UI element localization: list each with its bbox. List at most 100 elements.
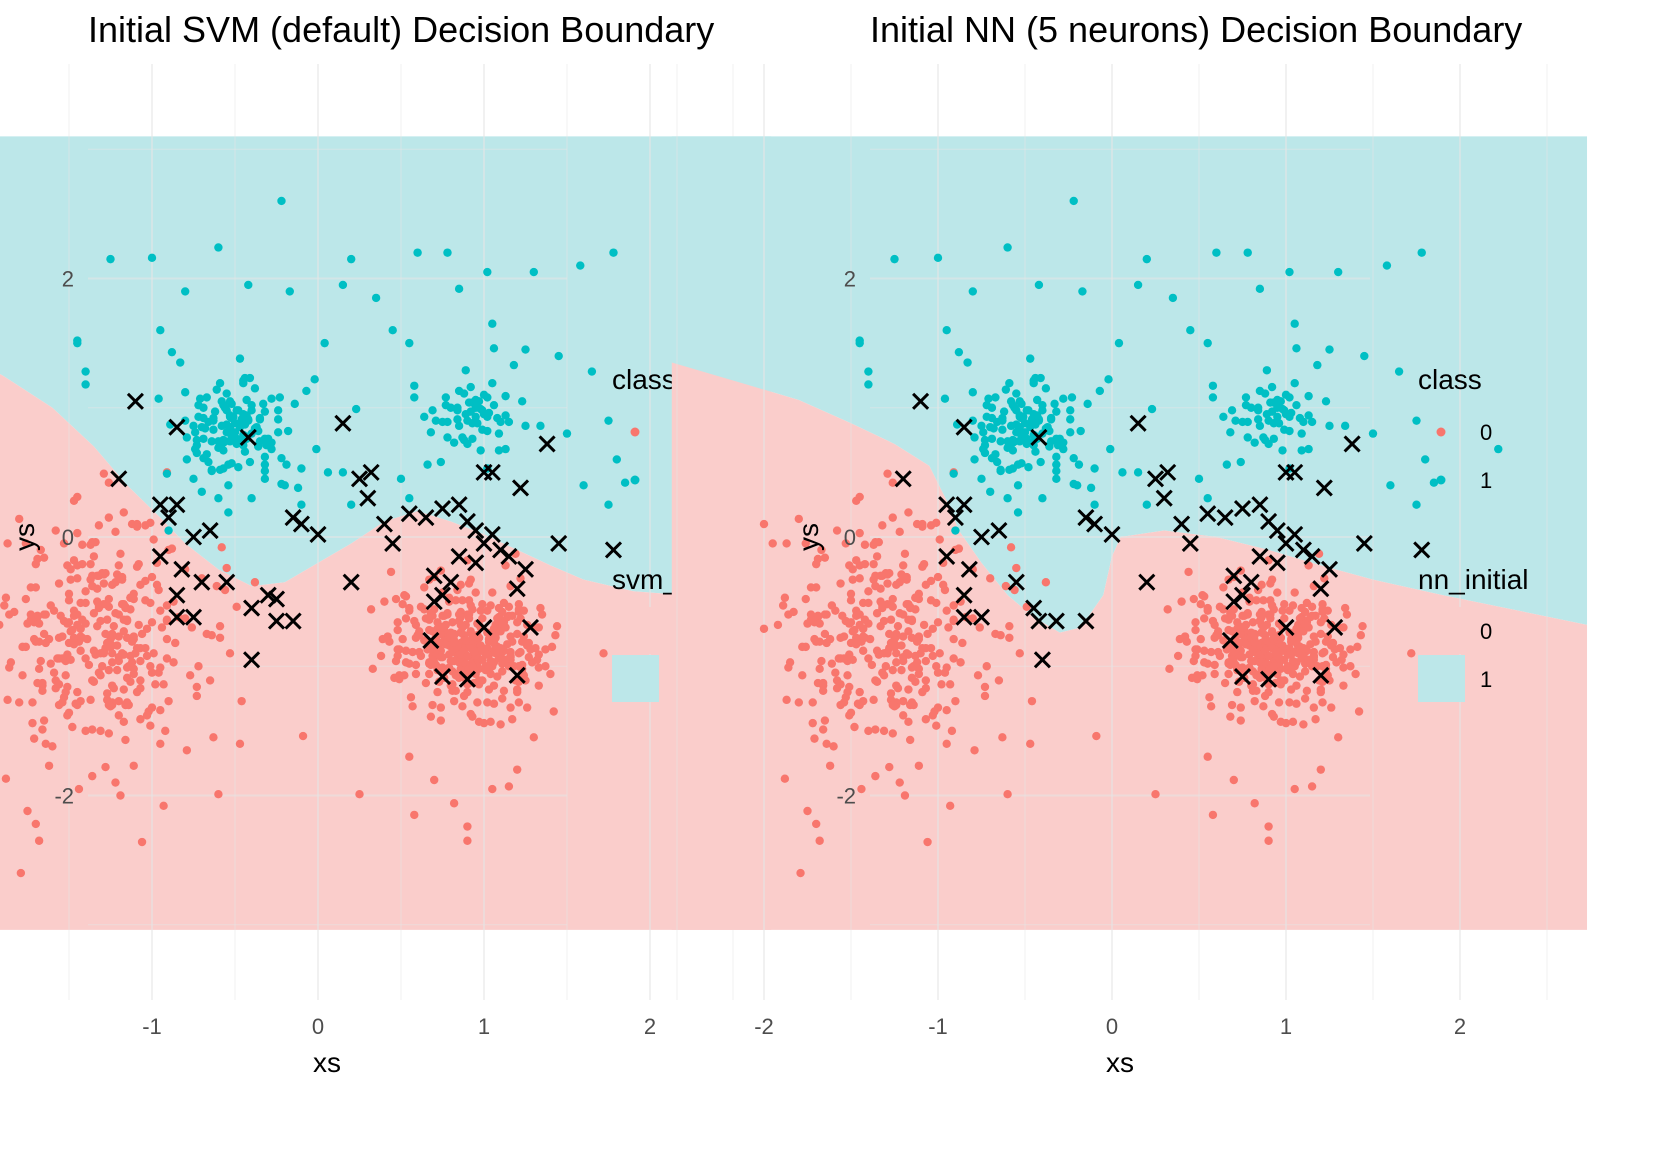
point-class-0 <box>846 596 856 605</box>
point-class-0 <box>975 623 984 632</box>
point-class-0 <box>54 579 64 588</box>
point-class-0 <box>93 571 102 580</box>
misclassified-cross <box>433 586 452 604</box>
misclassified-cross <box>467 554 485 572</box>
point-class-1 <box>554 351 563 361</box>
misclassified-cross <box>960 560 978 578</box>
point-class-0 <box>994 676 1004 685</box>
point-class-0 <box>1250 799 1259 808</box>
point-class-0 <box>157 623 167 632</box>
point-class-0 <box>391 656 401 666</box>
misclassified-cross <box>1268 521 1286 540</box>
point-class-0 <box>1196 634 1205 644</box>
point-class-1 <box>951 526 960 535</box>
point-class-0 <box>1092 731 1101 741</box>
point-class-1 <box>986 487 995 496</box>
x-tick-label: 1 <box>1280 1014 1292 1039</box>
point-class-0 <box>96 726 105 736</box>
point-class-0 <box>428 700 437 710</box>
point-class-0 <box>932 518 941 527</box>
point-class-1 <box>260 466 270 476</box>
point-class-0 <box>1206 647 1216 657</box>
point-class-0 <box>869 695 878 705</box>
point-class-1 <box>940 394 950 403</box>
misclassified-cross <box>955 586 973 604</box>
point-class-0 <box>1203 603 1212 613</box>
point-class-1 <box>529 267 538 277</box>
point-class-0 <box>114 561 124 570</box>
point-class-0 <box>864 587 873 596</box>
point-class-0 <box>1226 660 1235 670</box>
point-class-0 <box>815 664 824 674</box>
point-class-1 <box>933 253 943 263</box>
point-class-1 <box>1104 375 1113 384</box>
point-class-0 <box>129 669 138 679</box>
point-class-0 <box>1353 642 1362 652</box>
point-class-1 <box>1243 433 1252 442</box>
point-class-1 <box>247 400 256 410</box>
misclassified-cross <box>201 521 219 540</box>
point-class-1 <box>1069 453 1078 463</box>
point-class-0 <box>818 678 828 688</box>
point-class-0 <box>38 678 47 688</box>
point-class-1 <box>1147 404 1157 414</box>
point-class-0 <box>443 610 452 619</box>
point-class-0 <box>919 620 929 630</box>
point-class-0 <box>1163 605 1172 614</box>
point-class-0 <box>864 598 873 608</box>
misclassified-cross <box>604 541 623 559</box>
misclassified-cross <box>483 463 501 481</box>
point-class-0 <box>980 691 990 701</box>
point-class-0 <box>81 654 90 663</box>
point-class-1 <box>267 394 276 403</box>
point-class-0 <box>817 545 826 555</box>
point-class-1 <box>1273 395 1282 405</box>
point-class-0 <box>907 673 917 683</box>
point-class-0 <box>886 615 896 624</box>
point-class-0 <box>74 784 84 794</box>
point-class-1 <box>517 397 527 406</box>
point-class-1 <box>405 338 414 348</box>
point-class-0 <box>192 682 202 692</box>
point-class-0 <box>456 612 465 622</box>
point-class-1 <box>293 483 303 493</box>
point-class-0 <box>498 607 507 617</box>
point-class-1 <box>1095 386 1105 396</box>
y-axis-label: ys <box>9 523 40 551</box>
point-class-1 <box>234 463 243 472</box>
point-class-1 <box>458 433 467 442</box>
point-class-1 <box>501 411 510 420</box>
point-class-0 <box>846 618 856 627</box>
point-class-0 <box>137 837 147 847</box>
point-class-0 <box>18 671 27 680</box>
point-class-0 <box>1264 651 1273 661</box>
misclassified-cross <box>500 547 518 565</box>
point-class-0 <box>1184 567 1193 577</box>
point-class-0 <box>114 711 124 720</box>
misclassified-cross <box>359 489 377 507</box>
point-class-0 <box>895 609 904 618</box>
point-class-1 <box>1050 399 1059 409</box>
point-class-0 <box>852 633 861 643</box>
legend-class-swatch <box>1436 427 1446 437</box>
point-class-1 <box>273 406 283 415</box>
point-class-0 <box>142 711 152 720</box>
x-axis-label: xs <box>313 1047 341 1078</box>
point-class-0 <box>217 543 226 552</box>
point-class-1 <box>489 344 499 353</box>
point-class-0 <box>459 691 469 701</box>
point-class-0 <box>831 668 840 677</box>
point-class-0 <box>778 601 788 610</box>
point-class-0 <box>812 819 821 829</box>
misclassified-cross <box>1221 631 1239 649</box>
point-class-1 <box>963 358 972 367</box>
point-class-0 <box>812 637 821 646</box>
point-class-0 <box>468 662 477 671</box>
point-class-0 <box>1276 633 1285 643</box>
point-class-0 <box>524 653 534 662</box>
point-class-0 <box>298 731 308 741</box>
point-class-0 <box>996 631 1005 640</box>
point-class-0 <box>947 726 957 736</box>
point-class-1 <box>579 481 588 490</box>
point-class-1 <box>217 421 226 431</box>
